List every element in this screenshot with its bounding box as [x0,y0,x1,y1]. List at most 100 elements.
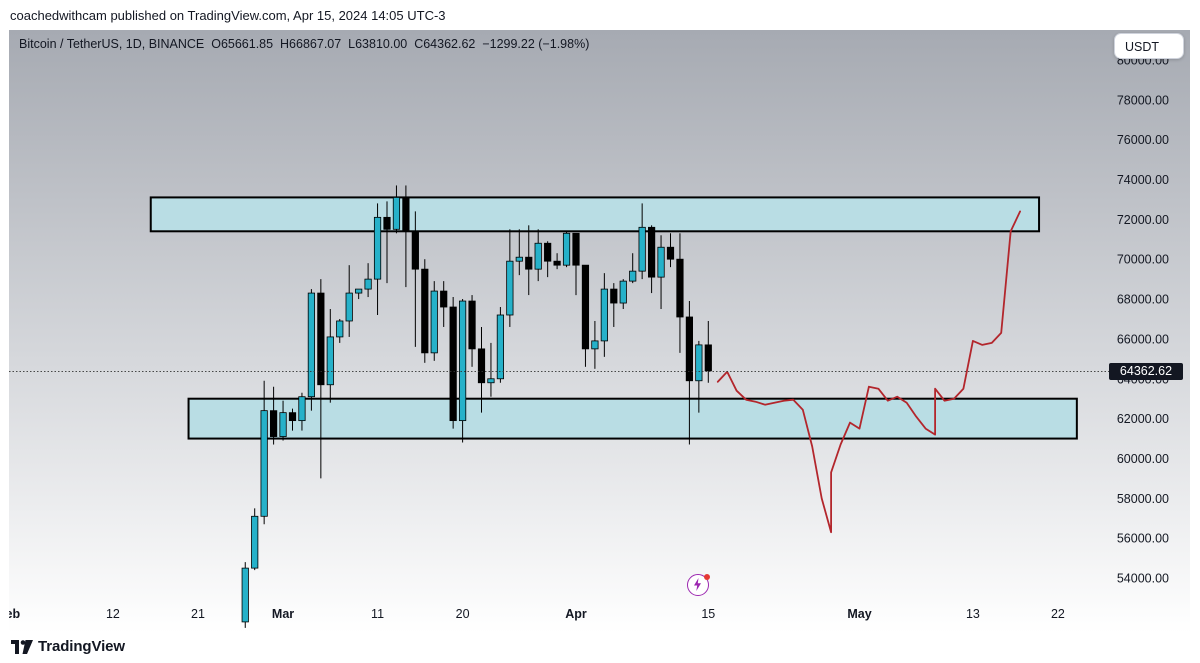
ohlc-legend: Bitcoin / TetherUS, 1D, BINANCE O65661.8… [19,37,589,51]
x-tick-label: Feb [9,607,20,621]
y-tick-label: 56000.00 [1117,532,1169,546]
legend-change: −1299.22 (−1.98%) [482,37,590,51]
published-caption: coachedwithcam published on TradingView.… [10,8,446,23]
candle-body [638,226,646,272]
candle-body [657,246,665,278]
x-tick-label: May [847,607,871,621]
candle-body [269,410,278,437]
x-tick-label: 12 [106,607,120,621]
candle-body [345,292,353,322]
zones-layer [149,196,1078,440]
candle-body [383,216,391,230]
candle-body [449,306,457,422]
candle-body [402,197,410,232]
y-tick-label: 78000.00 [1117,93,1169,107]
candle-body [373,216,382,280]
tradingview-logo-icon [11,639,33,654]
candle-body [307,292,316,398]
candle-body [364,278,372,290]
candle-body [666,246,675,260]
tradingview-logo[interactable]: TradingView [11,638,125,655]
y-tick-label: 76000.00 [1117,133,1169,147]
projection-layer [716,210,1021,534]
legend-low: L63810.00 [348,37,408,51]
axis-layer: 54000.00 56000.00 58000.00 60000.00 62000.00… [9,53,1169,621]
x-tick-label: Apr [565,607,587,621]
chart-area[interactable]: 54000.00 56000.00 58000.00 60000.00 62000.00… [9,30,1190,633]
candle-body [610,288,618,304]
legend-open: O65661.85 [211,37,274,51]
chart-background [9,30,1190,633]
candle-body [326,336,334,386]
candle-body [421,268,429,354]
candle-body [629,270,637,282]
y-tick-label: 58000.00 [1117,492,1169,506]
bottom-bar [0,633,1200,663]
notification-dot [704,574,710,580]
candle-body [411,230,419,270]
candle-body [477,348,486,384]
candle-body [298,396,306,422]
top-bar: coachedwithcam published on TradingView.… [0,0,1200,30]
candle-body [676,258,684,318]
candle-body [685,316,694,382]
candle-body [392,197,401,230]
tradingview-brand: TradingView [38,638,125,655]
candle-body [591,340,599,350]
projection-line [716,210,1021,534]
candle-body [468,300,476,350]
candle-body [581,264,590,350]
lightning-bolt-icon[interactable] [687,574,710,596]
candle-body [553,260,561,266]
candle-body [355,288,363,294]
candle-body [288,412,297,422]
y-tick-label: 54000.00 [1117,572,1169,586]
y-tick-label: 70000.00 [1117,253,1169,267]
candle-body [440,290,448,308]
candle-body [648,226,656,278]
y-tick-label: 62000.00 [1117,412,1169,426]
x-tick-label: 13 [966,607,980,621]
candle-body [317,292,325,386]
current-price-label: 64362.62 [1109,363,1183,381]
candle-body [279,412,287,437]
candle-body [695,344,703,382]
x-tick-label: 21 [191,607,205,621]
x-tick-label: Mar [272,607,294,621]
candle-body [544,242,552,262]
candle-body [572,232,580,266]
y-tick-label: 60000.00 [1117,452,1169,466]
legend-symbol: Bitcoin / TetherUS, 1D, BINANCE [19,37,205,51]
currency-button[interactable]: USDT [1114,33,1184,59]
legend-close: C64362.62 [414,37,476,51]
candle-body [430,290,438,354]
y-tick-label: 68000.00 [1117,293,1169,307]
x-tick-label: 15 [701,607,715,621]
candle-body [496,314,505,380]
candles-layer [241,185,712,628]
legend-high: H66867.07 [280,37,342,51]
candle-body [260,410,268,517]
candlestick-chart[interactable]: 54000.00 56000.00 58000.00 60000.00 62000.00… [9,30,1190,633]
y-tick-label: 66000.00 [1117,332,1169,346]
x-tick-label: 22 [1051,607,1065,621]
candle-body [336,320,344,338]
zone-resistance [149,196,1041,233]
candle-body [525,256,533,270]
candle-body [534,242,542,270]
candle-body [619,280,627,304]
candle-body [562,232,571,266]
zone-support [187,397,1078,440]
candle-body [487,378,495,384]
candle-body [515,256,523,262]
y-tick-label: 72000.00 [1117,213,1169,227]
x-tick-label: 20 [456,607,470,621]
candle-body [600,288,608,342]
candle-body [704,344,712,372]
x-tick-label: 11 [371,607,384,621]
candle-body [241,567,249,623]
y-tick-label: 74000.00 [1117,173,1169,187]
candle-body [251,515,259,569]
candle-body [458,300,467,422]
candle-body [506,260,514,316]
